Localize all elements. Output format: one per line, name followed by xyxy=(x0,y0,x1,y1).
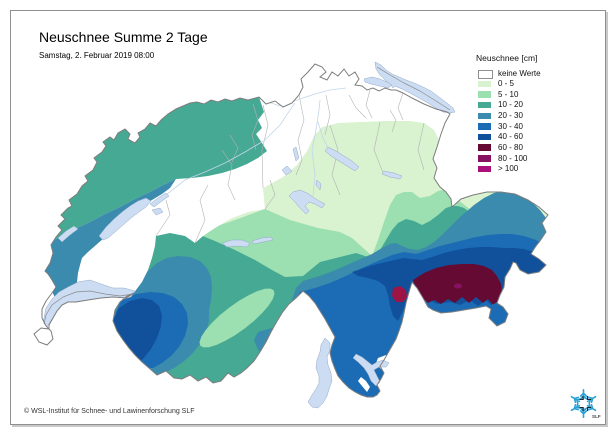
svg-text:SLF: SLF xyxy=(592,414,601,419)
